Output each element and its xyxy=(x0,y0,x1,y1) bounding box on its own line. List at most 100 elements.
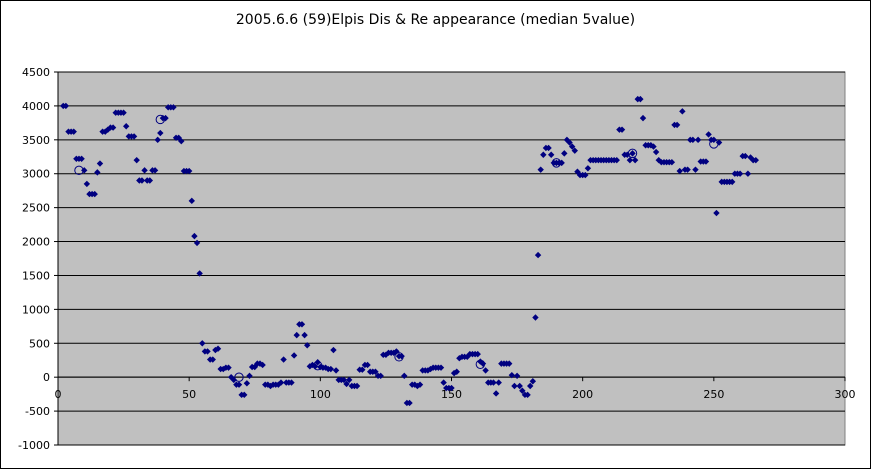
data-point-diamond xyxy=(104,126,112,133)
data-point-diamond xyxy=(655,156,662,164)
data-point-diamond xyxy=(178,137,185,145)
data-point-diamond xyxy=(259,361,266,369)
y-tick-label: -500 xyxy=(25,405,50,418)
data-point-diamond xyxy=(752,156,760,164)
data-point-diamond xyxy=(185,167,193,175)
data-point-diamond xyxy=(571,147,578,154)
median-point-circle xyxy=(709,139,719,149)
data-point-diamond xyxy=(364,361,371,369)
data-point-diamond xyxy=(736,170,744,177)
data-point-diamond xyxy=(301,331,308,339)
data-point-diamond xyxy=(345,376,353,384)
data-point-diamond xyxy=(532,314,539,321)
data-point-diamond xyxy=(540,151,547,158)
data-point-diamond xyxy=(492,390,500,397)
x-tick-label: 150 xyxy=(441,388,462,401)
data-point-diamond xyxy=(138,177,146,184)
data-point-diamond xyxy=(566,139,573,146)
data-point-diamond xyxy=(744,170,752,177)
data-point-diamond xyxy=(327,365,335,373)
data-point-diamond xyxy=(401,372,408,380)
data-point-diamond xyxy=(288,379,295,386)
data-point-diamond xyxy=(742,152,749,160)
data-point-diamond xyxy=(668,158,676,166)
data-point-diamond xyxy=(241,391,248,399)
median-point-circle xyxy=(313,360,323,371)
data-point-diamond xyxy=(694,136,702,144)
data-point-diamond xyxy=(280,356,287,363)
data-point-diamond xyxy=(70,128,77,135)
data-point-diamond xyxy=(637,95,644,103)
data-point-diamond xyxy=(340,376,348,384)
data-point-diamond xyxy=(618,126,626,133)
data-point-diamond xyxy=(298,321,306,328)
data-point-diamond xyxy=(199,340,206,347)
data-point-diamond xyxy=(359,366,366,373)
data-point-diamond xyxy=(482,367,489,374)
axes: -1000-5000500100015002000250030003500400… xyxy=(18,66,855,452)
data-point-diamond xyxy=(453,368,460,375)
data-point-diamond xyxy=(715,139,723,146)
data-point-diamond xyxy=(650,143,657,150)
data-point-diamond xyxy=(529,378,537,385)
y-tick-label: 2500 xyxy=(22,202,50,215)
data-point-diamond xyxy=(332,367,340,374)
data-point-diamond xyxy=(130,133,138,140)
median-point-circle xyxy=(74,165,84,176)
data-point-diamond xyxy=(91,190,98,198)
data-point-diamond xyxy=(705,131,712,138)
data-point-diamond xyxy=(537,166,544,173)
data-point-diamond xyxy=(162,114,169,122)
data-point-diamond xyxy=(513,372,521,380)
data-point-diamond xyxy=(109,124,117,131)
data-point-diamond xyxy=(440,379,447,386)
data-point-diamond xyxy=(689,136,697,144)
data-point-diamond xyxy=(372,368,379,375)
data-point-diamond xyxy=(151,167,159,174)
data-point-diamond xyxy=(96,160,104,167)
data-point-diamond xyxy=(235,381,243,388)
data-point-diamond xyxy=(78,155,85,163)
y-tick-label: 3500 xyxy=(22,134,50,147)
data-point-diamond xyxy=(639,114,647,122)
data-point-diamond xyxy=(204,348,211,355)
data-point-diamond xyxy=(474,350,481,358)
y-tick-label: 4500 xyxy=(22,66,50,79)
data-point-diamond xyxy=(692,166,699,173)
y-tick-label: 0 xyxy=(43,371,50,384)
data-point-diamond xyxy=(94,169,101,176)
data-point-diamond xyxy=(448,384,455,392)
data-point-diamond xyxy=(83,180,91,188)
data-point-diamond xyxy=(490,379,497,386)
data-point-diamond xyxy=(561,150,568,157)
data-point-diamond xyxy=(568,143,576,150)
x-tick-label: 50 xyxy=(182,388,196,401)
data-point-diamond xyxy=(406,399,413,407)
data-point-diamond xyxy=(534,251,542,259)
data-point-diamond xyxy=(508,371,516,379)
data-point-diamond xyxy=(574,168,581,175)
data-point-diamond xyxy=(141,167,148,174)
data-point-diamond xyxy=(188,197,195,205)
data-point-diamond xyxy=(652,148,660,156)
data-point-diamond xyxy=(62,102,70,110)
data-point-diamond xyxy=(584,165,592,172)
data-point-diamond xyxy=(123,123,130,130)
data-point-diamond xyxy=(330,346,337,354)
data-point-diamond xyxy=(314,359,321,366)
data-point-diamond xyxy=(519,387,526,394)
data-point-diamond xyxy=(629,150,636,157)
data-point-diamond xyxy=(527,382,534,390)
data-point-diamond xyxy=(747,154,754,161)
median-point-circle xyxy=(234,372,244,382)
data-points xyxy=(60,95,760,407)
data-point-diamond xyxy=(196,270,203,277)
data-point-diamond xyxy=(343,380,350,388)
data-point-diamond xyxy=(214,345,222,352)
data-point-diamond xyxy=(626,156,634,164)
x-tick-label: 250 xyxy=(703,388,724,401)
data-point-diamond xyxy=(290,352,298,359)
plot-area xyxy=(57,71,846,446)
data-point-diamond xyxy=(673,121,681,129)
